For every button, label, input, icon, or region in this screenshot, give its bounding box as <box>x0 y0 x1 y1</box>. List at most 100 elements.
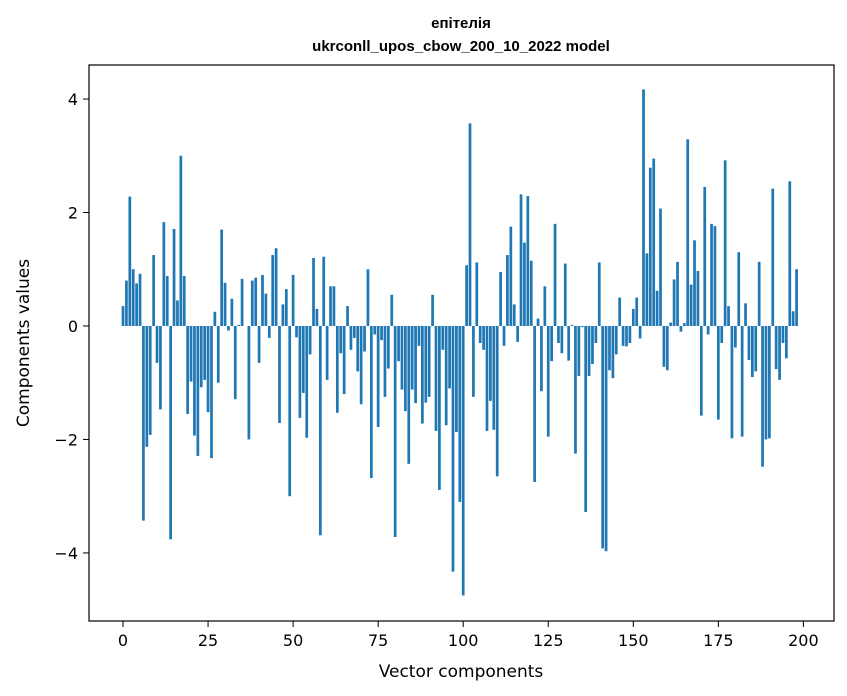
bar-24 <box>203 325 207 380</box>
bar-177 <box>723 160 727 326</box>
bar-44 <box>271 255 275 326</box>
bar-148 <box>625 325 628 347</box>
bar-112 <box>502 325 506 346</box>
bar-108 <box>489 325 492 401</box>
bar-152 <box>638 325 642 339</box>
bar-145 <box>614 325 618 355</box>
bar-70 <box>359 325 363 405</box>
bar-12 <box>162 222 166 326</box>
bar-131 <box>567 325 571 361</box>
bar-6 <box>142 325 145 521</box>
bar-1 <box>125 280 128 326</box>
bar-93 <box>438 325 441 490</box>
x-tick-label: 150 <box>618 631 649 650</box>
x-axis-label: Vector components <box>379 662 544 682</box>
bar-79 <box>390 294 394 326</box>
bar-60 <box>325 325 329 380</box>
bar-173 <box>710 223 713 326</box>
bar-33 <box>233 325 237 400</box>
bar-180 <box>733 325 737 348</box>
bar-45 <box>274 248 278 326</box>
y-tick-label: −4 <box>54 544 78 563</box>
bar-92 <box>434 325 438 431</box>
bar-187 <box>757 261 761 326</box>
bar-150 <box>631 308 635 326</box>
bar-59 <box>322 256 326 326</box>
bar-125 <box>546 325 550 437</box>
bar-16 <box>176 300 179 326</box>
bar-153 <box>642 89 645 326</box>
bar-3 <box>131 269 135 326</box>
bar-104 <box>475 262 479 326</box>
bar-78 <box>387 325 390 369</box>
bar-77 <box>383 325 387 397</box>
bar-103 <box>472 325 475 397</box>
bar-28 <box>216 325 220 383</box>
bar-56 <box>312 257 315 326</box>
bar-176 <box>720 325 724 343</box>
chart-title: епітелія <box>431 15 491 32</box>
bar-41 <box>261 274 264 326</box>
bar-54 <box>305 325 309 438</box>
bar-117 <box>519 194 523 326</box>
bar-135 <box>580 325 584 328</box>
bar-99 <box>458 325 462 502</box>
bar-167 <box>689 284 693 326</box>
bar-5 <box>138 273 142 326</box>
bar-155 <box>648 167 652 326</box>
bar-106 <box>482 325 485 350</box>
bar-62 <box>332 286 336 326</box>
bar-197 <box>791 311 795 326</box>
bar-113 <box>506 255 509 326</box>
bar-55 <box>308 325 312 355</box>
bars-group <box>121 89 798 596</box>
bar-134 <box>577 325 581 376</box>
x-tick-label: 50 <box>283 631 303 650</box>
bar-65 <box>342 325 346 395</box>
bar-130 <box>563 263 567 326</box>
chart-subtitle: ukrconll_upos_cbow_200_10_2022 model <box>312 38 610 55</box>
bar-165 <box>682 323 686 326</box>
bar-86 <box>414 325 417 404</box>
bar-164 <box>679 325 683 332</box>
bar-4 <box>135 283 138 326</box>
bar-91 <box>431 294 434 326</box>
bar-57 <box>315 308 319 326</box>
bar-49 <box>288 325 292 497</box>
x-tick-label: 75 <box>368 631 388 650</box>
bar-138 <box>591 325 594 364</box>
bar-158 <box>659 208 662 326</box>
y-axis-ticks: −4 −2 0 2 4 <box>54 90 89 563</box>
bar-121 <box>533 325 536 482</box>
bar-20 <box>189 325 193 382</box>
bar-120 <box>529 260 533 326</box>
bar-8 <box>148 325 152 435</box>
bar-11 <box>159 325 162 410</box>
bar-144 <box>611 325 615 379</box>
bar-13 <box>165 276 169 326</box>
bar-34 <box>237 324 241 326</box>
bar-136 <box>584 325 588 513</box>
bar-193 <box>778 325 781 380</box>
bar-127 <box>553 223 557 326</box>
bar-66 <box>346 306 349 326</box>
bar-69 <box>356 325 360 372</box>
bar-90 <box>427 325 431 397</box>
bar-143 <box>608 325 611 371</box>
y-axis-label: Components values <box>14 259 34 427</box>
bar-100 <box>461 325 465 596</box>
y-tick-label: 2 <box>68 204 78 223</box>
bar-64 <box>339 325 343 354</box>
bar-95 <box>444 325 448 426</box>
bar-72 <box>366 269 370 326</box>
bar-156 <box>652 158 656 326</box>
bar-181 <box>737 252 741 326</box>
bar-166 <box>686 139 690 326</box>
bar-142 <box>604 325 608 552</box>
bar-71 <box>363 325 366 352</box>
bar-67 <box>349 325 353 350</box>
bar-123 <box>540 325 543 392</box>
bar-80 <box>393 325 397 538</box>
bar-159 <box>662 325 666 367</box>
x-tick-label: 0 <box>118 631 128 650</box>
